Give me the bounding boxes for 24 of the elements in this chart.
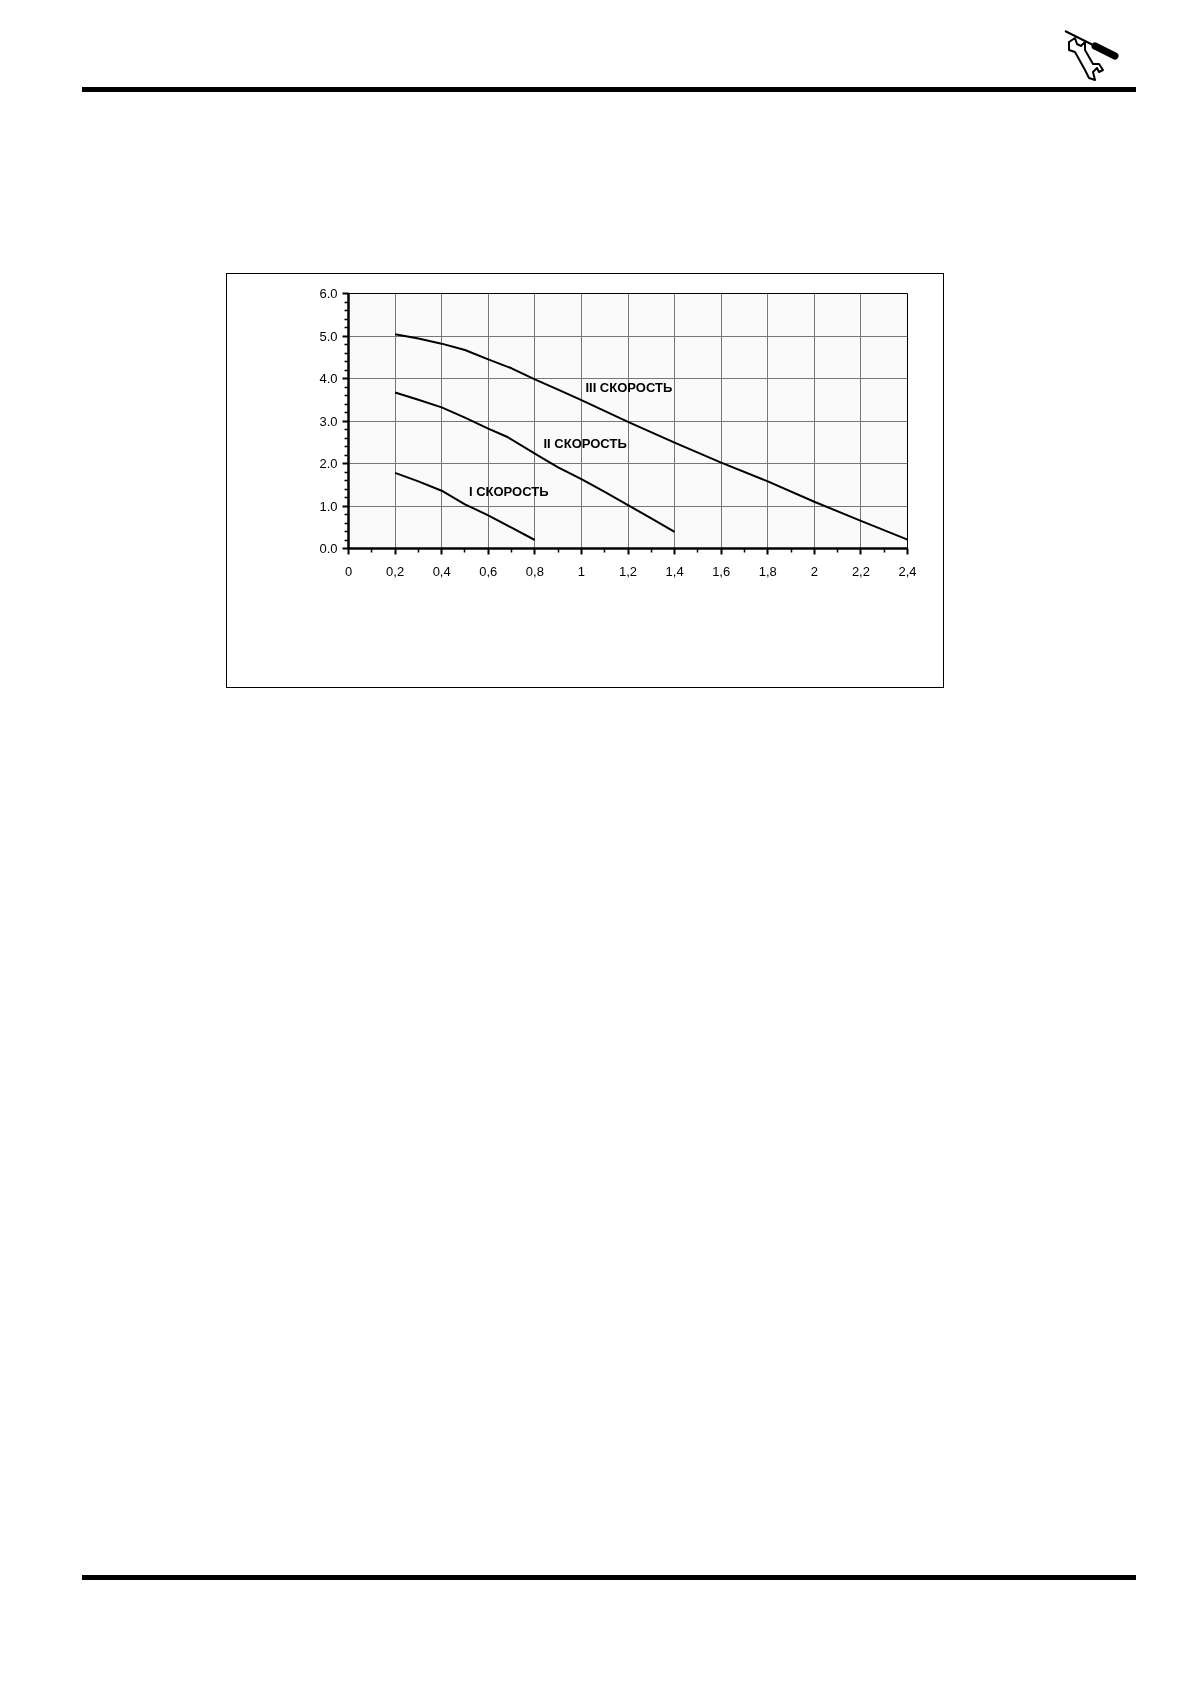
x-tick-label: 0,8 [525,563,544,579]
series-label: I СКОРОСТЬ [468,484,549,500]
series-label: II СКОРОСТЬ [543,436,627,452]
x-tick-label: 2 [810,563,818,579]
y-tick-label: 0.0 [319,541,338,556]
y-tick-label: 5.0 [319,328,338,344]
x-tick-label: 1,6 [712,563,731,579]
line-series [394,391,676,533]
x-tick-label: 0,6 [479,563,498,579]
x-tick-label: 2,2 [851,563,870,579]
x-tick-label: 1,4 [665,563,684,579]
y-tick-label: 3.0 [319,413,338,429]
x-tick-label: 0,4 [432,563,451,579]
x-tick-label: 1,2 [618,563,638,579]
y-tick-label: 4.0 [319,371,338,386]
x-tick-label: 0,2 [386,563,405,579]
y-tick-label: 2.0 [319,456,338,471]
x-tick-label: 2,4 [898,563,917,579]
y-tick-label: 6.0 [319,286,338,301]
x-tick-label: 1,8 [758,563,777,579]
series-label: III СКОРОСТЬ [585,380,673,396]
x-tick-label: 0 [344,563,353,579]
x-tick-label: 1 [577,563,586,579]
y-tick-label: 1.0 [319,498,338,514]
